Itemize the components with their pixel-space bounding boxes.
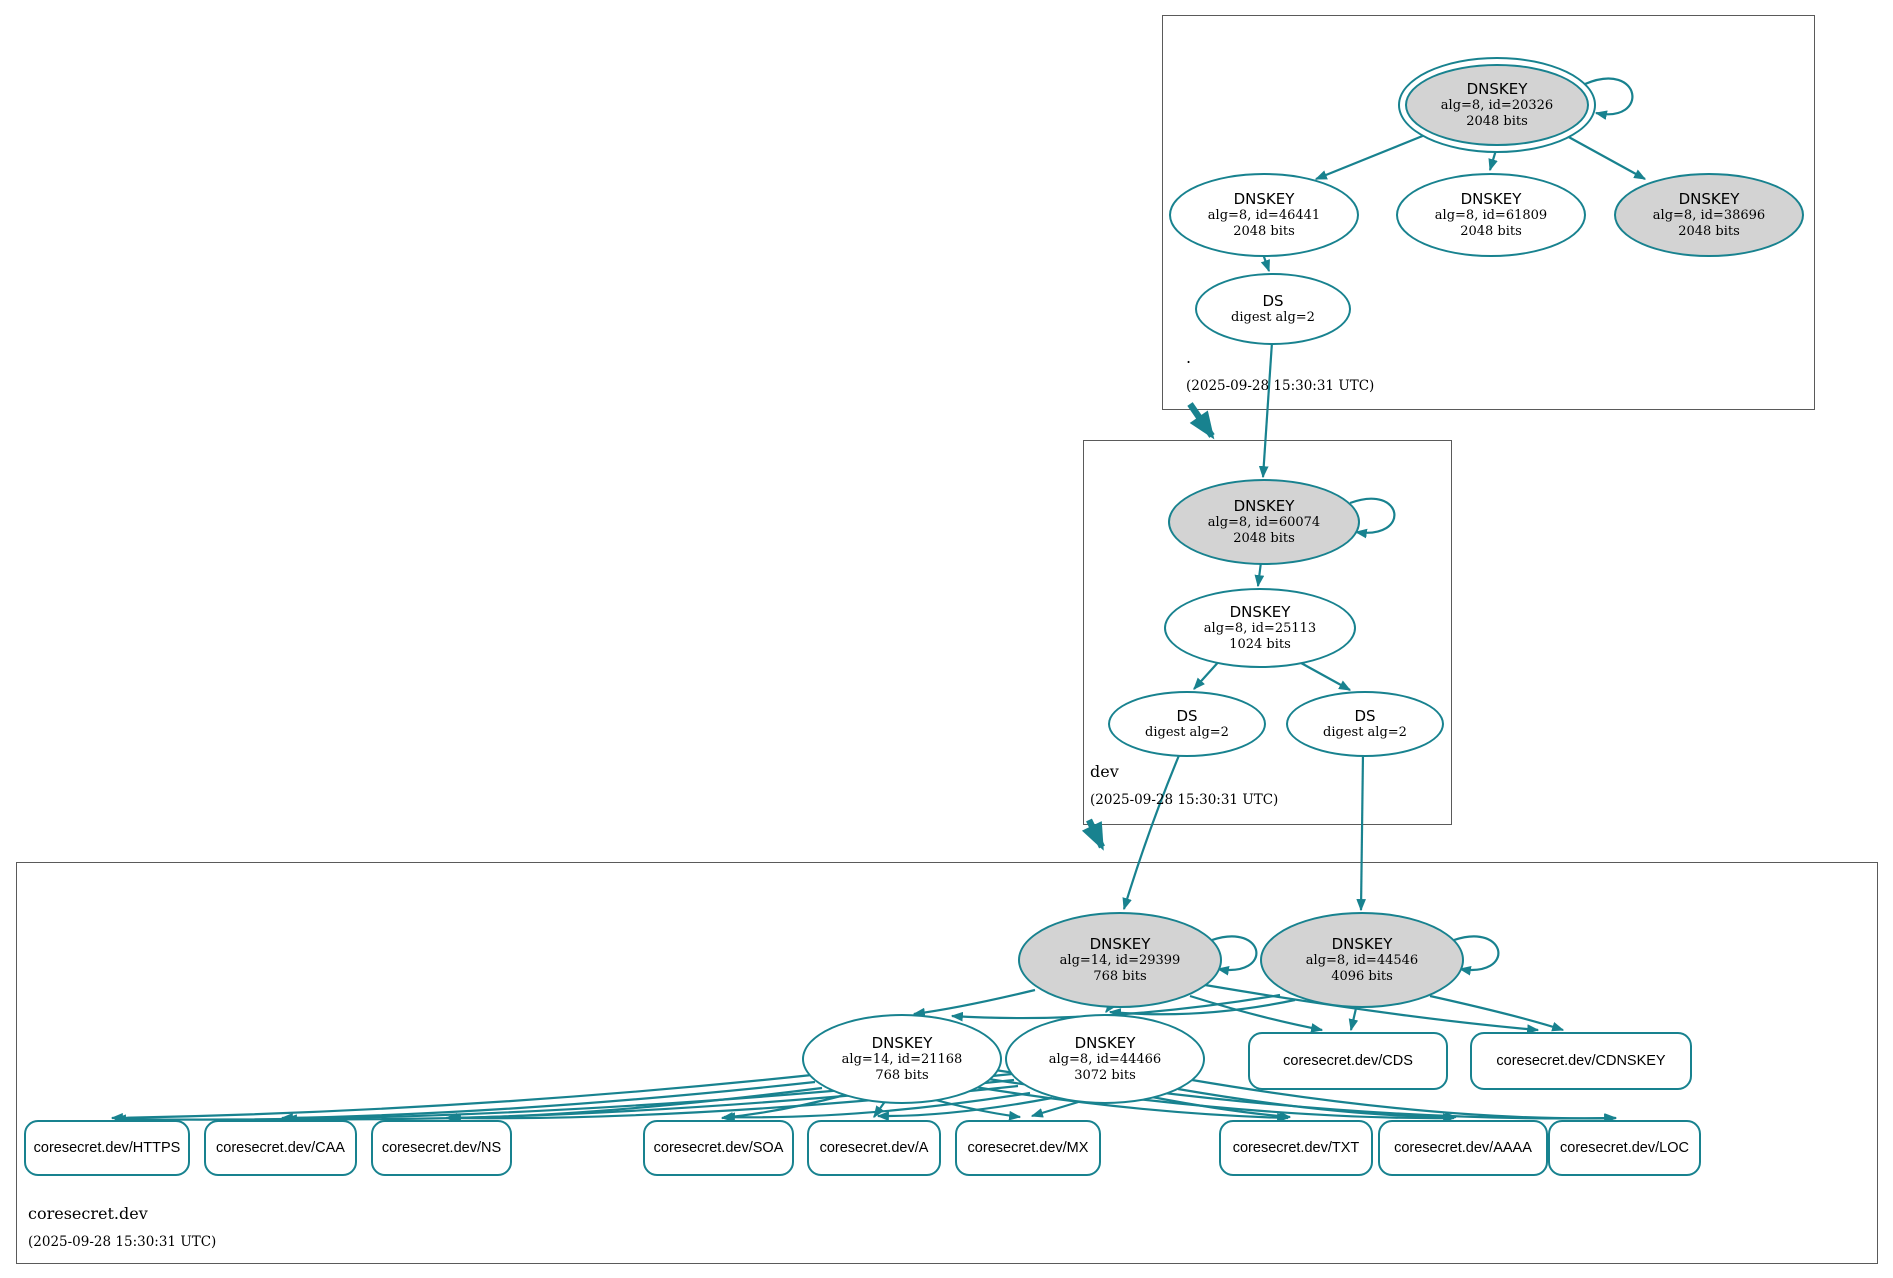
root-zone-edges (1187, 77, 1647, 479)
ds-node-root[interactable]: DS digest alg=2 (1195, 273, 1351, 345)
zone-label-dev: dev (1090, 762, 1119, 781)
dnskey-node-cs-ksk-29399[interactable]: DNSKEY alg=14, id=29399 768 bits (1018, 912, 1222, 1008)
rrset-cdnskey[interactable]: coresecret.dev/CDNSKEY (1470, 1032, 1692, 1090)
node-detail: 2048 bits (1466, 114, 1528, 129)
zone-label-coresecret: coresecret.dev (28, 1204, 148, 1223)
zone-box-coresecret (16, 862, 1878, 1264)
node-title: DNSKEY (871, 1034, 933, 1052)
node-title: DNSKEY (1229, 603, 1291, 621)
dnskey-node-root-46441[interactable]: DNSKEY alg=8, id=46441 2048 bits (1169, 173, 1359, 257)
node-detail: 1024 bits (1229, 637, 1291, 652)
zone-box-dev (1083, 440, 1452, 825)
rrset-aaaa[interactable]: coresecret.dev/AAAA (1378, 1120, 1548, 1176)
node-detail: 768 bits (875, 1068, 929, 1083)
node-detail: alg=14, id=21168 (841, 1052, 963, 1067)
node-detail: alg=8, id=44466 (1048, 1052, 1162, 1067)
rrset-cds[interactable]: coresecret.dev/CDS (1248, 1032, 1448, 1090)
node-detail: alg=8, id=20326 (1440, 98, 1554, 113)
ds-node-dev-right[interactable]: DS digest alg=2 (1286, 691, 1444, 757)
rrset-ns[interactable]: coresecret.dev/NS (371, 1120, 512, 1176)
dev-zone-edges (1081, 497, 1396, 912)
node-title: DNSKEY (1233, 190, 1295, 208)
node-detail: digest alg=2 (1231, 310, 1315, 325)
node-detail: 3072 bits (1074, 1068, 1136, 1083)
rrset-txt[interactable]: coresecret.dev/TXT (1219, 1120, 1373, 1176)
node-title: DNSKEY (1466, 80, 1528, 98)
node-detail: alg=14, id=29399 (1059, 953, 1181, 968)
node-title: DNSKEY (1233, 497, 1295, 515)
node-title: DNSKEY (1331, 935, 1393, 953)
dnskey-node-dev-25113[interactable]: DNSKEY alg=8, id=25113 1024 bits (1164, 588, 1356, 668)
node-title: DS (1176, 707, 1198, 725)
rrset-loc[interactable]: coresecret.dev/LOC (1548, 1120, 1701, 1176)
node-detail: 2048 bits (1460, 224, 1522, 239)
node-title: DNSKEY (1678, 190, 1740, 208)
node-detail: 4096 bits (1331, 969, 1393, 984)
dnskey-node-root-61809[interactable]: DNSKEY alg=8, id=61809 2048 bits (1396, 173, 1586, 257)
node-detail: digest alg=2 (1145, 725, 1229, 740)
rrset-https[interactable]: coresecret.dev/HTTPS (24, 1120, 190, 1176)
node-detail: alg=8, id=60074 (1207, 515, 1321, 530)
dnskey-node-dev-ksk-60074[interactable]: DNSKEY alg=8, id=60074 2048 bits (1168, 479, 1360, 565)
node-detail: 2048 bits (1233, 224, 1295, 239)
dnskey-node-root-ksk-20326[interactable]: DNSKEY alg=8, id=20326 2048 bits (1398, 57, 1596, 153)
dnskey-node-cs-21168[interactable]: DNSKEY alg=14, id=21168 768 bits (802, 1014, 1002, 1104)
zone-label-root: . (1186, 348, 1192, 367)
zone-timestamp-root: (2025-09-28 15:30:31 UTC) (1186, 378, 1375, 394)
node-title: DNSKEY (1074, 1034, 1136, 1052)
zone-timestamp-dev: (2025-09-28 15:30:31 UTC) (1090, 792, 1279, 808)
node-detail: alg=8, id=25113 (1203, 621, 1317, 636)
rrset-caa[interactable]: coresecret.dev/CAA (204, 1120, 357, 1176)
zone-box-root (1162, 15, 1815, 410)
node-detail: 2048 bits (1678, 224, 1740, 239)
node-detail: alg=8, id=61809 (1434, 208, 1548, 223)
node-detail: alg=8, id=44546 (1305, 953, 1419, 968)
dnskey-node-cs-44466[interactable]: DNSKEY alg=8, id=44466 3072 bits (1005, 1014, 1205, 1104)
rrset-mx[interactable]: coresecret.dev/MX (955, 1120, 1101, 1176)
node-detail: 2048 bits (1233, 531, 1295, 546)
rrset-a[interactable]: coresecret.dev/A (807, 1120, 941, 1176)
zone-timestamp-coresecret: (2025-09-28 15:30:31 UTC) (28, 1234, 217, 1250)
rrset-soa[interactable]: coresecret.dev/SOA (643, 1120, 794, 1176)
node-detail: digest alg=2 (1323, 725, 1407, 740)
node-title: DNSKEY (1089, 935, 1151, 953)
dnskey-node-cs-ksk-44546[interactable]: DNSKEY alg=8, id=44546 4096 bits (1260, 912, 1464, 1008)
dnskey-node-root-38696[interactable]: DNSKEY alg=8, id=38696 2048 bits (1614, 173, 1804, 257)
ds-node-dev-left[interactable]: DS digest alg=2 (1108, 691, 1266, 757)
node-title: DS (1262, 292, 1284, 310)
node-detail: alg=8, id=46441 (1207, 208, 1321, 223)
node-title: DS (1354, 707, 1376, 725)
node-title: DNSKEY (1460, 190, 1522, 208)
node-detail: alg=8, id=38696 (1652, 208, 1766, 223)
node-detail: 768 bits (1093, 969, 1147, 984)
